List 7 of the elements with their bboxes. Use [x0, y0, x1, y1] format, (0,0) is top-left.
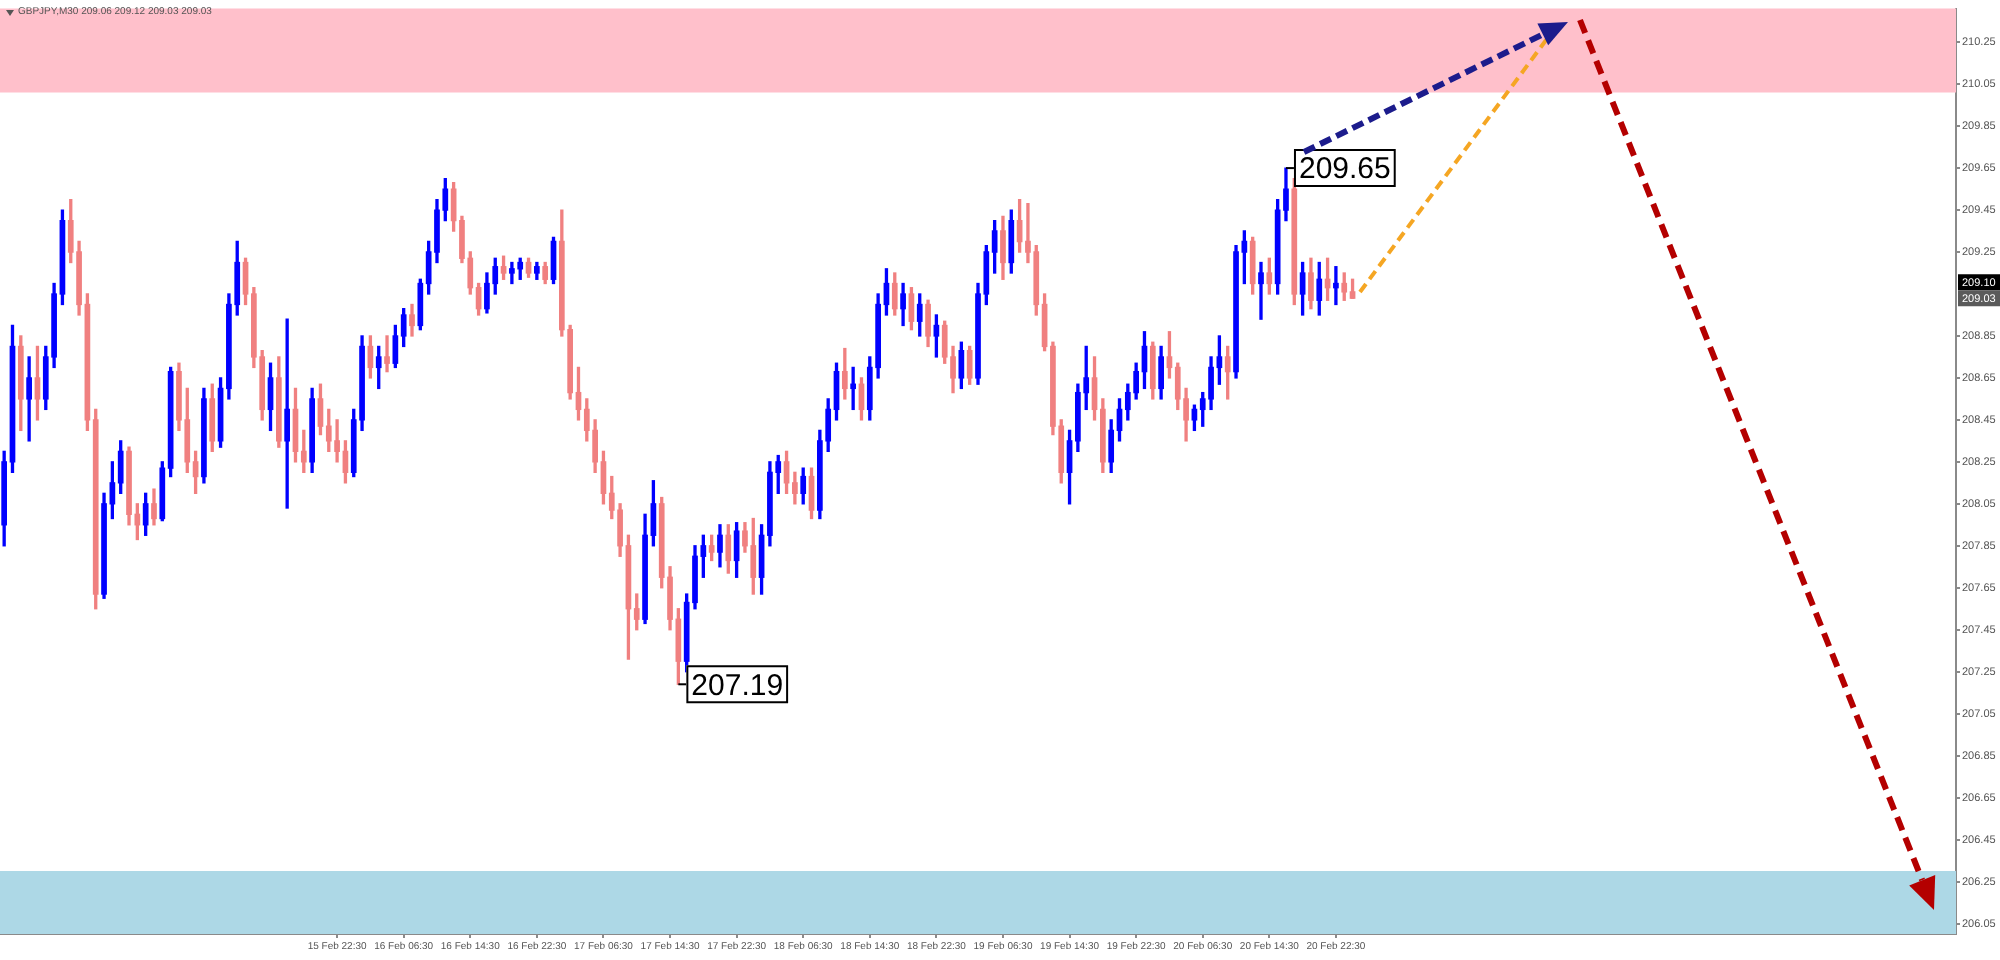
- candlestick: [384, 335, 390, 373]
- candlestick: [1258, 261, 1264, 320]
- annotation: 207.19: [691, 668, 784, 703]
- candlestick: [1333, 266, 1339, 306]
- candlestick: [850, 366, 857, 411]
- candlestick: [284, 318, 291, 509]
- annotation: 209.65: [1298, 152, 1391, 187]
